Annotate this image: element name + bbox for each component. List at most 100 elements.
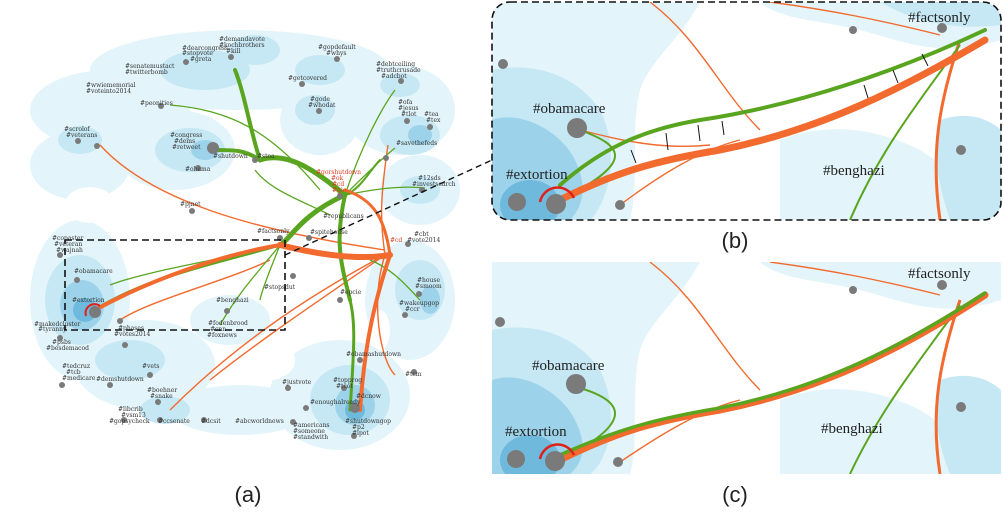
- hashtag-label: #benghazi: [823, 163, 885, 179]
- panel-b-labels: #factsonly #obamacare #benghazi #extortion: [506, 10, 971, 183]
- hashtag-label: #abcworldnews: [235, 418, 284, 425]
- highlighted-hashtag-label: #cd: [332, 181, 344, 188]
- hashtag-label: #house: [417, 277, 440, 284]
- hashtag-label: #tcm: [405, 371, 422, 378]
- hashtag-label: #wwiememorial: [86, 82, 136, 89]
- hashtag-label: #benghazi: [821, 421, 883, 437]
- green-edge-c: [558, 291, 987, 457]
- hashtag-label: #voteinto2014: [86, 88, 131, 95]
- selection-rectangle[interactable]: [64, 239, 286, 331]
- zoom-density-b: [492, 2, 1001, 220]
- hashtag-label: #factsonly: [908, 10, 971, 26]
- orange-edge-c: [556, 291, 989, 464]
- hashtag-label: #getcovered: [288, 75, 327, 82]
- orange-edge-b: [556, 36, 989, 204]
- hashtag-label: #tyranny: [38, 326, 67, 333]
- hashtag-label: #stopvote: [182, 50, 213, 57]
- hashtag-label: #demshutdown: [96, 376, 144, 383]
- hashtag-label: #republicans: [323, 213, 364, 220]
- hashtag-label: #justvote: [282, 379, 312, 386]
- hashtag-label: #fodenbrood: [208, 320, 248, 327]
- hashtag-label: #foxnews: [207, 332, 237, 339]
- thin-orange-edges: [99, 144, 396, 411]
- hashtag-label: #scrolof: [64, 126, 90, 133]
- hashtag-label: #ipot: [352, 430, 369, 437]
- hashtag-label: #kill: [226, 48, 241, 55]
- hashtag-label: #vsm13: [121, 412, 146, 419]
- hashtag-label: #extortion: [506, 167, 568, 183]
- hashtag-label: #extortion: [72, 297, 105, 304]
- hashtag-label: #peonities: [140, 100, 173, 107]
- hashtag-label: #gopdefault: [318, 44, 356, 51]
- green-edge-b: [558, 28, 987, 187]
- hashtag-label: #wajnah: [56, 247, 83, 254]
- hashtag-label: #tlot: [401, 111, 417, 118]
- hashtag-label: #veterans: [66, 132, 97, 139]
- panel-b: #factsonly#obamacare#benghazi#extortion …: [491, 1, 1002, 253]
- hashtag-label: #stoa: [257, 153, 275, 160]
- hashtag-label: #cbt: [414, 231, 429, 238]
- hashtag-label: #demandavote: [219, 36, 265, 43]
- panel-a-labels: #dearcongress#stopvote#greta #demandavote…: [34, 36, 456, 441]
- hashtag-label: #benghazi: [216, 297, 249, 304]
- hashtag-label: #greta: [190, 56, 212, 63]
- hashtag-label: #p2: [352, 424, 365, 431]
- hashtag-label: #stopsdut: [264, 284, 296, 291]
- hashtag-label: #tcb: [66, 369, 81, 376]
- hashtag-label: #ofa: [398, 99, 413, 106]
- hashtag-label: #tea: [424, 111, 439, 118]
- hashtag-label: #makedcluster: [34, 321, 81, 328]
- panel-c: #factsonly#obamacare#benghazi#extortion …: [492, 262, 1001, 507]
- highlighted-hashtag-label: #cd: [390, 237, 402, 244]
- hashtag-label: #topprog: [333, 377, 362, 384]
- zoom-frame-b: [491, 1, 1002, 221]
- hashtag-label: #factsonly: [908, 266, 971, 282]
- panel-a: #dearcongress#stopvote#greta #demandavote…: [30, 30, 493, 507]
- orange-bundle: [93, 188, 393, 412]
- hashtag-label: #gopsycheck: [109, 418, 150, 425]
- hashtag-label: #epcie: [340, 289, 362, 296]
- hashtag-label: #ccsenate: [158, 418, 190, 425]
- extortion-arc: [84, 303, 101, 317]
- hashtag-label: #investsearch: [412, 181, 456, 188]
- hashtag-label: #shutdown: [213, 153, 248, 160]
- hashtag-label: #dcnow: [356, 393, 382, 400]
- caption-c: (c): [722, 482, 748, 507]
- panel-c-labels: #factsonly #obamacare #benghazi #extortion: [505, 266, 971, 440]
- hashtag-label: #americans: [293, 422, 330, 429]
- hashtag-label: #someone: [293, 428, 325, 435]
- zoom-nodes-c: [495, 280, 966, 471]
- panel-a-red-labels: #gorshutdown#ok#cd#gio#cd: [316, 169, 402, 244]
- hashtag-label: #dems: [174, 138, 195, 145]
- hashtag-label: #dcsit: [201, 418, 221, 425]
- caption-a: (a): [235, 482, 262, 507]
- separation-arrows: [630, 53, 929, 164]
- hashtag-label: #gode: [310, 96, 330, 103]
- hashtag-label: #twitterbomb: [125, 69, 168, 76]
- hashtag-label: #dearcongress: [182, 45, 228, 52]
- hashtag-label: #obamashutdown: [346, 351, 401, 358]
- hashtag-label: #12sds: [418, 175, 441, 182]
- hashtag-label: #extortion: [505, 424, 567, 440]
- hashtag-label: #votes2014: [114, 331, 151, 338]
- node-dots: [57, 54, 433, 439]
- hashtag-label: #whys: [326, 50, 347, 57]
- hashtag-label: #copaster: [52, 235, 83, 242]
- caption-b: (b): [722, 228, 749, 253]
- hashtag-label: #ccr: [405, 306, 420, 313]
- hashtag-label: #kochbrothers: [219, 42, 265, 49]
- hashtag-label: #smoom: [415, 283, 442, 290]
- highlighted-hashtag-label: #ok: [331, 175, 344, 182]
- hashtag-label: #senatemustact: [125, 63, 175, 70]
- hashtag-label: #libcrib: [118, 406, 143, 413]
- hashtag-label: #jesus: [398, 105, 418, 112]
- hashtag-label: #snake: [150, 393, 173, 400]
- hashtag-label: #congress: [170, 132, 202, 139]
- hashtag-label: #tedcruz: [62, 363, 90, 370]
- hashtag-label: #savethefeds: [396, 140, 437, 147]
- hashtag-label: #tcot: [336, 383, 353, 390]
- hashtag-label: #obamacare: [533, 101, 606, 117]
- hashtag-label: #phases: [118, 325, 144, 332]
- hashtag-label: #psbs: [52, 339, 71, 346]
